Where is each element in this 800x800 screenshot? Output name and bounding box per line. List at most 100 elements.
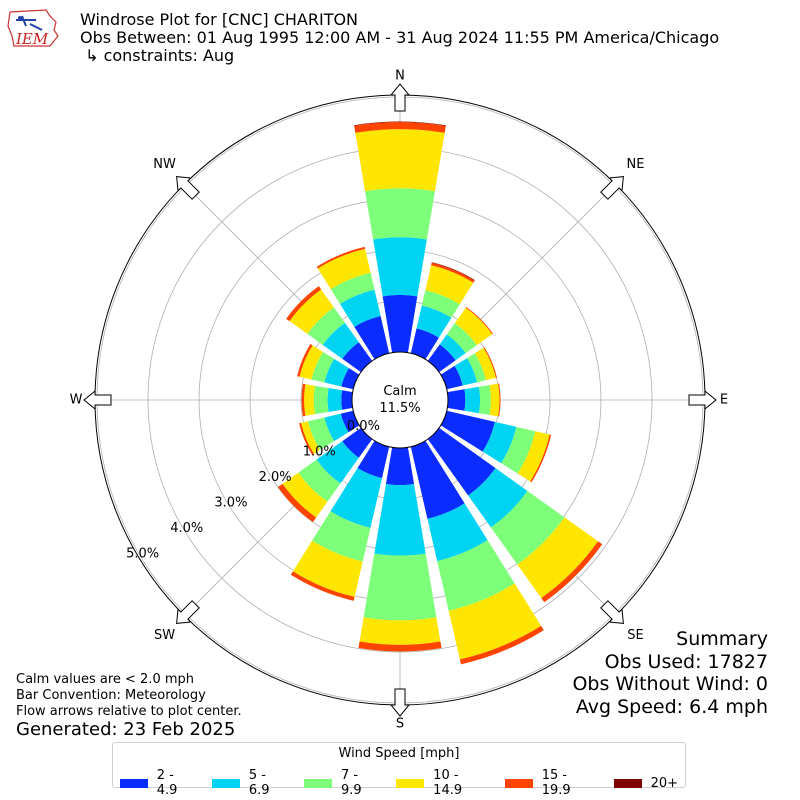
radial-tick-label: 4.0% <box>170 521 203 536</box>
chart-overlay: Calm 11.5% 0.0% 1.0% 2.0% 3.0% 4.0% 5.0% N NE E SE S… <box>70 69 729 732</box>
bar-ne-bin-5 <box>465 306 494 335</box>
bar-ene-bin-1 <box>440 365 463 390</box>
direction-label-se: SE <box>627 628 643 643</box>
convention-note: Bar Convention: Meteorology <box>16 688 206 703</box>
bar-s-bin-3 <box>363 553 437 621</box>
bar-wnw-bin-2 <box>324 358 349 387</box>
bar-ssw-bin-3 <box>312 511 371 562</box>
flow-note: Flow arrows relative to plot center. <box>16 704 242 719</box>
calm-label: Calm <box>383 384 416 399</box>
bar-ssw-bin-5 <box>290 571 355 601</box>
bar-sse-bin-3 <box>437 540 515 611</box>
bar-ssw-bin-1 <box>357 440 390 479</box>
legend-item: 10 - 14.9 <box>396 768 491 798</box>
legend-item: 5 - 6.9 <box>212 768 290 798</box>
direction-label-w: W <box>70 393 83 408</box>
bar-se-bin-2 <box>468 468 528 528</box>
bar-nnw-bin-2 <box>339 289 381 327</box>
bar-sse-bin-1 <box>410 440 465 519</box>
bar-wsw-bin-2 <box>324 413 349 442</box>
bar-e-bin-5 <box>498 383 501 417</box>
bar-n-bin-3 <box>365 188 435 240</box>
flow-arrow-sw <box>176 600 200 624</box>
bar-w-bin-5 <box>301 383 306 417</box>
bar-ene-bin-5 <box>483 347 497 378</box>
direction-label-e: E <box>720 393 728 408</box>
radial-tick-label: 1.0% <box>303 445 336 460</box>
bar-sw-bin-2 <box>316 441 359 484</box>
bar-ese-bin-3 <box>501 426 536 474</box>
bar-nnw-bin-5 <box>316 246 366 269</box>
bar-nw-bin-1 <box>342 342 373 373</box>
legend-label: 2 - 4.9 <box>156 768 178 798</box>
bar-sse-bin-2 <box>427 503 488 562</box>
legend-label: 15 - 19.9 <box>541 768 571 798</box>
legend-title: Wind Speed [mph] <box>338 746 460 761</box>
bar-sw-bin-4 <box>282 472 328 518</box>
bar-wnw-bin-4 <box>299 345 323 380</box>
bar-w-bin-3 <box>313 385 329 415</box>
flow-arrow-se <box>600 600 624 624</box>
bar-n-bin-2 <box>373 237 427 297</box>
summary-avg-speed: Avg Speed: 6.4 mph <box>575 695 768 718</box>
windrose-bars <box>277 121 603 665</box>
legend-label: 10 - 14.9 <box>433 768 463 798</box>
bar-s-bin-4 <box>359 617 441 645</box>
bar-sw-bin-3 <box>298 459 341 502</box>
bar-ene-bin-3 <box>467 353 487 383</box>
legend-swatch <box>304 778 333 788</box>
legend-items: 2 - 4.9 5 - 6.9 7 - 9.9 10 - 14.9 15 - 19.9 2… <box>113 768 685 798</box>
summary-box: Summary Obs Used: 17827 Obs Without Wind… <box>572 628 768 718</box>
bar-se-bin-4 <box>517 517 599 599</box>
bar-ene-bin-4 <box>474 347 496 381</box>
direction-label-s: S <box>396 717 404 732</box>
legend-item: 2 - 4.9 <box>120 768 198 798</box>
bar-nw-bin-4 <box>289 289 334 334</box>
bar-nnw-bin-4 <box>317 248 371 290</box>
bar-wsw-bin-3 <box>308 417 335 451</box>
bar-wnw-bin-3 <box>311 351 335 383</box>
svg-text:IEM: IEM <box>15 30 49 48</box>
direction-label-n: N <box>395 69 405 84</box>
legend-item: 7 - 9.9 <box>304 768 382 798</box>
legend-label: 5 - 6.9 <box>248 768 270 798</box>
bar-wnw-bin-1 <box>341 368 360 390</box>
iem-logo: IEM <box>7 9 59 48</box>
bar-sw-bin-1 <box>342 427 373 458</box>
flow-arrow-n <box>389 83 411 112</box>
flow-arrow-w <box>83 389 112 411</box>
bar-wsw-bin-4 <box>301 421 320 454</box>
bar-s-bin-1 <box>385 447 415 486</box>
bar-sse-bin-4 <box>448 583 542 660</box>
bar-se-bin-5 <box>541 541 603 603</box>
bar-nw-bin-3 <box>307 307 345 345</box>
bar-sw-bin-5 <box>277 483 317 523</box>
bar-wsw-bin-5 <box>299 422 314 455</box>
legend-swatch <box>613 778 642 788</box>
bar-n-bin-1 <box>382 294 418 353</box>
bar-ese-bin-1 <box>440 410 495 452</box>
summary-obs-without-wind: Obs Without Wind: 0 <box>572 673 768 695</box>
bar-sse-bin-5 <box>459 625 544 665</box>
flow-arrow-ne <box>600 176 624 200</box>
calm-circle <box>351 351 449 449</box>
bar-e-bin-1 <box>447 389 466 411</box>
direction-label-nw: NW <box>153 157 176 172</box>
calm-value: 11.5% <box>379 401 420 416</box>
flow-arrow-s <box>389 688 411 717</box>
generated-date: Generated: 23 Feb 2025 <box>16 719 236 740</box>
bar-se-bin-1 <box>427 427 496 496</box>
header: Windrose Plot for [CNC] CHARITON Obs Bet… <box>80 11 719 65</box>
plot-title: Windrose Plot for [CNC] CHARITON <box>80 10 359 29</box>
bar-e-bin-2 <box>464 386 481 414</box>
summary-title: Summary <box>676 628 768 650</box>
legend-swatch <box>212 778 240 788</box>
summary-obs-used: Obs Used: 17827 <box>604 650 768 673</box>
bar-nne-bin-1 <box>410 328 439 360</box>
legend-item: 20+ <box>613 768 678 798</box>
bar-nne-bin-5 <box>431 262 475 283</box>
radial-tick-label: 2.0% <box>259 470 292 485</box>
legend-item: 15 - 19.9 <box>505 768 600 798</box>
bar-s-bin-2 <box>374 484 426 556</box>
